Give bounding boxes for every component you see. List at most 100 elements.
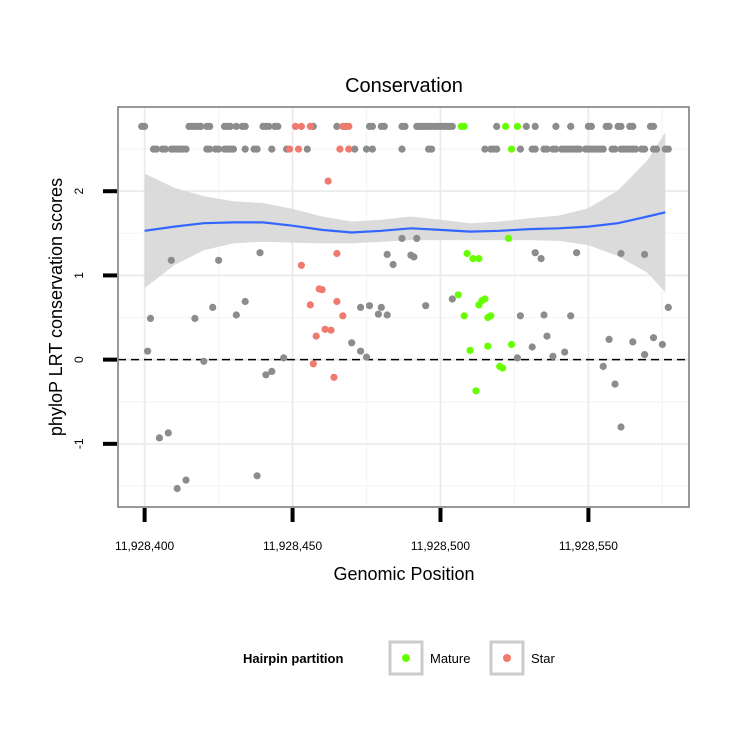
- data-point-mature: [454, 291, 462, 299]
- data-point-other: [146, 314, 155, 322]
- data-point-other: [448, 122, 456, 130]
- data-point-other: [182, 145, 190, 153]
- data-point-other: [567, 312, 575, 320]
- data-point-other: [611, 145, 619, 153]
- data-point-star: [333, 297, 341, 306]
- data-point-other: [552, 122, 560, 130]
- data-point-other: [351, 145, 359, 153]
- data-point-mature: [507, 145, 516, 153]
- data-point-other: [357, 303, 365, 311]
- data-point-other: [652, 145, 661, 153]
- x-axis-tick-label: 11,928,550: [559, 539, 618, 553]
- data-point-other: [362, 145, 371, 153]
- data-point-other: [155, 434, 163, 442]
- data-point-other: [232, 122, 240, 130]
- data-point-other: [368, 145, 376, 153]
- data-point-other: [362, 353, 371, 361]
- y-axis-tick-label: 2: [72, 188, 86, 195]
- data-point-mature: [460, 122, 468, 130]
- data-point-other: [398, 145, 406, 153]
- data-point-other: [173, 484, 181, 493]
- data-point-other: [365, 302, 374, 310]
- data-point-other: [543, 145, 551, 153]
- data-point-other: [206, 145, 214, 153]
- plot-panel: [118, 107, 689, 507]
- data-point-other: [182, 476, 190, 484]
- data-point-other: [229, 145, 237, 153]
- data-point-other: [333, 122, 341, 130]
- data-point-star: [286, 145, 294, 153]
- data-point-other: [357, 347, 365, 355]
- data-point-other: [256, 249, 264, 257]
- data-point-mature: [481, 295, 489, 303]
- smooth-line-layer: [144, 211, 666, 234]
- data-point-other: [629, 338, 637, 346]
- data-point-other: [513, 354, 522, 362]
- data-point-other: [144, 347, 152, 355]
- data-point-other: [540, 311, 548, 319]
- data-point-other: [605, 335, 613, 343]
- y-axis-title: phyloP LRT conservation scores: [46, 178, 66, 436]
- points-layer: [138, 122, 672, 493]
- data-point-other: [522, 122, 530, 130]
- data-point-other: [641, 351, 649, 359]
- data-point-other: [262, 371, 270, 379]
- data-point-star: [339, 312, 347, 320]
- data-point-other: [152, 145, 161, 153]
- data-point-other: [567, 122, 575, 130]
- data-point-other: [209, 303, 217, 311]
- data-point-other: [374, 310, 382, 318]
- data-point-other: [561, 348, 569, 356]
- legend-items: Mature Star: [388, 640, 556, 676]
- legend-key-point: [402, 654, 410, 662]
- data-point-other: [549, 352, 557, 360]
- data-point-mature: [484, 342, 492, 350]
- smooth-confidence-ribbon: [144, 132, 666, 293]
- data-point-other: [348, 339, 356, 347]
- data-point-mature: [472, 387, 480, 395]
- data-point-other: [191, 314, 199, 322]
- data-point-star: [339, 122, 347, 130]
- data-point-other: [206, 122, 214, 130]
- smooth-trend-line: [144, 211, 666, 234]
- legend-title: Hairpin partition: [243, 651, 343, 666]
- data-point-mature: [502, 122, 510, 130]
- data-point-other: [537, 255, 545, 263]
- data-point-mature: [460, 312, 468, 320]
- data-point-other: [528, 343, 536, 351]
- data-point-other: [380, 122, 388, 130]
- data-point-other: [161, 145, 169, 153]
- y-axis-tick-label: 1: [72, 272, 86, 279]
- data-point-star: [297, 122, 305, 130]
- data-point-other: [197, 122, 205, 130]
- data-point-other: [383, 250, 391, 258]
- data-point-other: [226, 122, 234, 130]
- data-point-other: [241, 122, 249, 130]
- x-axis-tick-label: 11,928,400: [115, 539, 174, 553]
- data-point-other: [268, 367, 276, 375]
- data-point-mature: [463, 249, 471, 258]
- data-point-other: [516, 312, 525, 320]
- data-point-other: [543, 332, 551, 340]
- data-point-other: [575, 145, 584, 153]
- data-point-other: [599, 362, 607, 370]
- data-point-other: [401, 122, 409, 130]
- legend-item-label: Star: [531, 651, 556, 666]
- data-point-star: [309, 360, 317, 368]
- data-point-other: [587, 122, 596, 130]
- data-point-other: [552, 145, 560, 153]
- data-point-mature: [507, 340, 516, 349]
- data-point-other: [641, 145, 649, 153]
- data-point-other: [413, 234, 421, 242]
- panel-background: [118, 107, 689, 507]
- data-point-star: [327, 326, 335, 334]
- data-point-other: [383, 311, 391, 319]
- data-point-other: [617, 122, 625, 130]
- data-point-star: [321, 325, 329, 333]
- panel-border: [117, 106, 690, 508]
- data-point-mature: [487, 312, 495, 320]
- panel-border-layer: [117, 106, 690, 508]
- data-point-other: [422, 302, 430, 310]
- data-point-other: [274, 122, 282, 130]
